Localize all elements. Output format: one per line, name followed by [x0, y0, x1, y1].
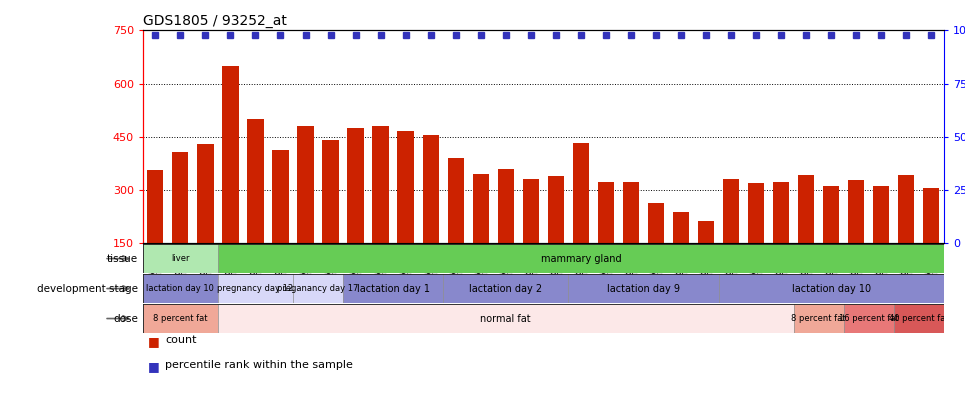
Bar: [143, 304, 218, 333]
Text: mammary gland: mammary gland: [540, 254, 621, 264]
Bar: [773, 182, 789, 243]
Text: percentile rank within the sample: percentile rank within the sample: [165, 360, 353, 371]
Bar: [798, 175, 814, 243]
Text: ■: ■: [148, 360, 159, 373]
Bar: [143, 244, 218, 273]
Bar: [293, 274, 344, 303]
Bar: [523, 179, 538, 243]
Bar: [673, 212, 689, 243]
Bar: [247, 119, 263, 243]
Bar: [272, 150, 289, 243]
Text: GDS1805 / 93252_at: GDS1805 / 93252_at: [143, 14, 287, 28]
Text: lactation day 1: lactation day 1: [357, 284, 429, 294]
Bar: [423, 135, 439, 243]
Bar: [473, 174, 489, 243]
Text: lactation day 10: lactation day 10: [791, 284, 870, 294]
Bar: [793, 304, 843, 333]
Bar: [723, 179, 739, 243]
Bar: [698, 221, 714, 243]
Bar: [572, 143, 589, 243]
Text: 40 percent fat: 40 percent fat: [889, 314, 949, 323]
Text: 16 percent fat: 16 percent fat: [839, 314, 898, 323]
Bar: [622, 182, 639, 243]
Text: lactation day 10: lactation day 10: [147, 284, 214, 293]
Bar: [218, 274, 293, 303]
Bar: [648, 203, 664, 243]
Text: normal fat: normal fat: [481, 313, 531, 324]
Bar: [197, 144, 213, 243]
Bar: [498, 168, 514, 243]
Text: tissue: tissue: [107, 254, 138, 264]
Bar: [548, 176, 564, 243]
Bar: [443, 274, 568, 303]
Bar: [148, 171, 163, 243]
Bar: [448, 158, 464, 243]
Bar: [873, 185, 890, 243]
Bar: [898, 175, 915, 243]
Bar: [719, 274, 944, 303]
Text: preganancy day 17: preganancy day 17: [277, 284, 359, 293]
Text: pregnancy day 12: pregnancy day 12: [217, 284, 293, 293]
Bar: [347, 128, 364, 243]
Bar: [322, 140, 339, 243]
Text: development stage: development stage: [37, 284, 138, 294]
Text: lactation day 9: lactation day 9: [607, 284, 680, 294]
Bar: [843, 304, 894, 333]
Text: dose: dose: [113, 313, 138, 324]
Bar: [568, 274, 719, 303]
Text: count: count: [165, 335, 197, 345]
Bar: [222, 66, 238, 243]
Text: 8 percent fat: 8 percent fat: [153, 314, 207, 323]
Bar: [823, 185, 840, 243]
Bar: [297, 126, 314, 243]
Bar: [597, 182, 614, 243]
Bar: [924, 188, 939, 243]
Text: ■: ■: [148, 335, 159, 348]
Bar: [218, 304, 793, 333]
Bar: [344, 274, 443, 303]
Bar: [894, 304, 944, 333]
Text: lactation day 2: lactation day 2: [469, 284, 542, 294]
Text: liver: liver: [171, 254, 189, 263]
Bar: [748, 183, 764, 243]
Bar: [172, 152, 188, 243]
Bar: [372, 126, 389, 243]
Bar: [398, 131, 414, 243]
Bar: [143, 274, 218, 303]
Text: 8 percent fat: 8 percent fat: [791, 314, 846, 323]
Bar: [848, 180, 865, 243]
